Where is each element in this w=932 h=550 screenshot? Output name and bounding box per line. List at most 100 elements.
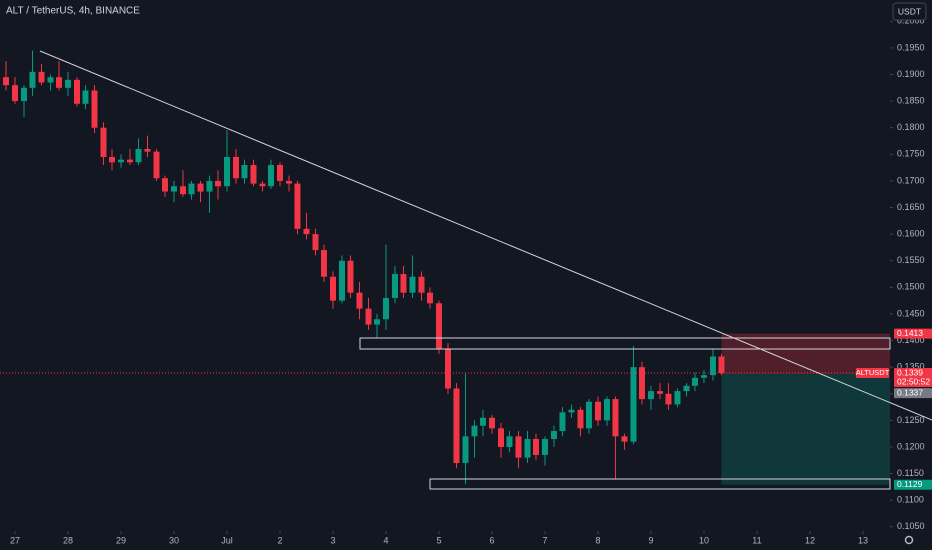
candle-body: [294, 183, 301, 229]
candle-body: [188, 183, 195, 195]
y-tick-label: 0.1150: [897, 468, 924, 478]
x-tick-label: 4: [383, 535, 388, 545]
y-tick-label: 0.1600: [897, 229, 925, 239]
y-tick-label: 0.1450: [897, 308, 925, 318]
candle-body: [400, 274, 407, 293]
candle-body: [462, 436, 469, 463]
countdown: 02:50:52: [897, 376, 930, 386]
candle-body: [506, 436, 513, 447]
trend-line: [39, 50, 932, 421]
plot-area: ALTUSDT: [0, 50, 890, 485]
candle-body: [479, 417, 486, 426]
candle-body: [21, 87, 28, 102]
candle-body: [161, 178, 168, 192]
position-tool: [721, 333, 890, 485]
candle-body: [365, 308, 372, 325]
candle-body: [435, 303, 442, 349]
candle-body: [630, 367, 637, 442]
x-tick-label: 6: [489, 535, 494, 545]
candle-body: [91, 90, 98, 128]
candle-body: [577, 409, 584, 429]
x-tick-label: 2: [277, 535, 282, 545]
candle-body: [568, 409, 575, 413]
candle-body: [267, 164, 274, 187]
target-badge-bg: [894, 479, 932, 490]
currency-button[interactable]: [892, 2, 927, 21]
candle-body: [214, 180, 221, 187]
candle-body: [55, 77, 62, 88]
y-tick-label: 0.1400: [897, 335, 925, 345]
candle-body: [488, 417, 495, 429]
candle-body: [135, 148, 142, 163]
candle-body: [2, 77, 9, 86]
y-tick-label: 0.1650: [897, 202, 925, 212]
x-tick-label: 27: [10, 535, 20, 545]
candle-body: [418, 276, 425, 293]
candle-body: [100, 127, 107, 157]
candle-body: [612, 399, 619, 437]
resistance-box: [359, 337, 891, 350]
y-tick-label: 0.1900: [897, 69, 925, 79]
candle-body: [718, 356, 725, 374]
x-tick-label: 7: [542, 535, 547, 545]
candle-body: [320, 250, 327, 277]
candle-body: [550, 431, 557, 440]
symbol-badge-bg: [856, 368, 889, 379]
candle-body: [709, 356, 716, 376]
candle-body: [515, 436, 522, 458]
y-tick-label: 0.1100: [897, 495, 924, 505]
entry-badge: 0.1337: [897, 387, 923, 397]
last-price-badge: 0.1339: [897, 367, 923, 377]
candle-body: [700, 375, 707, 378]
price-axis: 0.2000 0.1950 0.1900 0.1850 0.1800 0.1750 0.17…: [10, 16, 932, 545]
y-tick-label: 0.1700: [897, 175, 925, 185]
x-tick-label: 5: [436, 535, 441, 545]
currency-label[interactable]: USDT: [898, 6, 921, 16]
y-tick-label: 0.1350: [897, 362, 925, 372]
x-tick-label: 8: [595, 535, 600, 545]
candle-body: [64, 79, 71, 88]
candle-body: [223, 156, 230, 187]
y-tick-label: 0.1050: [897, 521, 925, 531]
candle-body: [127, 159, 134, 163]
x-tick-label: 28: [63, 535, 73, 545]
candle-body: [29, 71, 36, 88]
x-tick-label: 13: [858, 535, 868, 545]
x-tick-label: Jul: [221, 535, 233, 545]
candle-body: [233, 156, 240, 179]
y-tick-label: 0.1800: [897, 122, 925, 132]
candle-body: [347, 260, 354, 293]
candle-body: [170, 186, 177, 192]
x-tick-label: 10: [699, 535, 709, 545]
x-tick-label: 12: [805, 535, 815, 545]
candle-body: [38, 71, 45, 83]
candle-body: [524, 439, 531, 458]
candle-body: [471, 425, 478, 437]
stop-badge-bg: [894, 328, 932, 339]
candle-body: [382, 297, 389, 320]
candle-body: [285, 180, 292, 184]
y-tick-label: 0.1500: [897, 282, 925, 292]
y-tick-label: 0.2000: [897, 16, 925, 26]
candle-body: [656, 391, 663, 394]
candle-body: [74, 79, 81, 104]
candle-body: [409, 276, 416, 293]
stop-badge: 0.1413: [897, 328, 923, 338]
settings-icon[interactable]: [904, 535, 914, 545]
candle-body: [11, 85, 18, 102]
candle-body: [241, 164, 248, 179]
candle-body: [594, 401, 601, 421]
candle-body: [303, 228, 310, 235]
chart-title: ALT / TetherUS, 4h, BINANCE: [6, 6, 140, 17]
x-tick-label: 30: [169, 535, 179, 545]
candle-body: [329, 276, 336, 301]
y-tick-label: 0.1550: [897, 255, 925, 265]
candle-body: [541, 439, 548, 455]
candle-body: [665, 393, 672, 405]
x-tick-label: 3: [330, 535, 335, 545]
candle-body: [603, 399, 610, 421]
x-tick-label: 11: [752, 535, 761, 545]
y-tick-label: 0.1950: [897, 42, 925, 52]
candle-body: [250, 164, 257, 184]
